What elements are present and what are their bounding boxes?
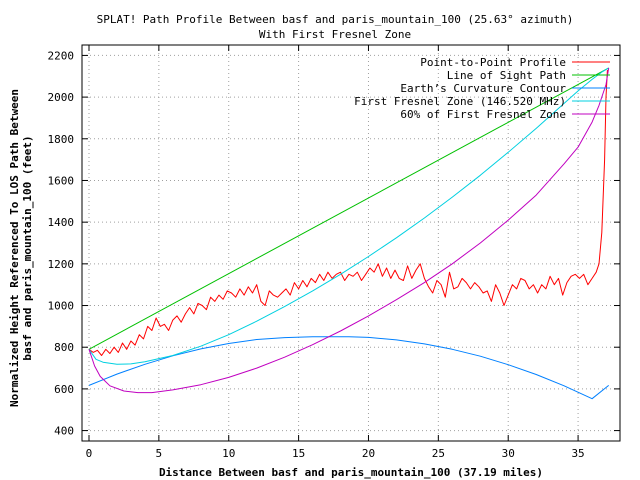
y-axis-label-group: Normalized Height Referenced To LOS Path…: [8, 89, 34, 407]
y-tick-label: 2000: [48, 91, 75, 104]
x-tick-label: 0: [86, 447, 93, 460]
y-tick-label: 1400: [48, 216, 75, 229]
legend-label: Line of Sight Path: [447, 69, 566, 82]
axis-ticks: 400 600 800 1000 1200 1400 1600 1800 2000 2200 0 5 1…: [48, 45, 620, 460]
y-axis-label-line2: basf and paris_mountain_100 (feet): [21, 135, 34, 360]
y-tick-label: 1600: [48, 174, 75, 187]
x-tick-label: 20: [362, 447, 375, 460]
y-axis-label-line1: Normalized Height Referenced To LOS Path…: [8, 89, 21, 407]
data-series: [88, 67, 610, 400]
y-tick-label: 600: [54, 383, 74, 396]
y-tick-label: 400: [54, 425, 74, 438]
x-axis-label: Distance Between basf and paris_mountain…: [159, 466, 543, 479]
x-tick-label: 15: [292, 447, 305, 460]
series-line-earth-s-curvature-contour: [88, 336, 610, 400]
y-tick-label: 2200: [48, 49, 75, 62]
legend-label: 60% of First Fresnel Zone: [400, 108, 566, 121]
series-line-first-fresnel-zone-146-520-mhz: [88, 67, 609, 365]
plot-frame: [81, 44, 621, 442]
x-tick-label: 35: [571, 447, 584, 460]
x-tick-label: 25: [432, 447, 445, 460]
x-tick-label: 10: [222, 447, 235, 460]
y-tick-label: 800: [54, 341, 74, 354]
series-line-line-of-sight-path: [88, 67, 609, 350]
grid-lines: [82, 45, 620, 441]
series-line-60-of-first-fresnel-zone: [88, 67, 610, 394]
y-tick-label: 1800: [48, 133, 75, 146]
legend-label: Earth’s Curvature Contour: [400, 82, 566, 95]
y-tick-label: 1200: [48, 258, 75, 271]
x-tick-label: 30: [502, 447, 515, 460]
series-line-point-to-point-profile: [88, 69, 608, 356]
y-tick-label: 1000: [48, 300, 75, 313]
chart-subtitle: With First Fresnel Zone: [259, 28, 411, 41]
legend-label: First Fresnel Zone (146.520 MHz): [354, 95, 566, 108]
x-tick-label: 5: [156, 447, 163, 460]
legend-label: Point-to-Point Profile: [420, 56, 566, 69]
chart-title: SPLAT! Path Profile Between basf and par…: [97, 13, 574, 26]
